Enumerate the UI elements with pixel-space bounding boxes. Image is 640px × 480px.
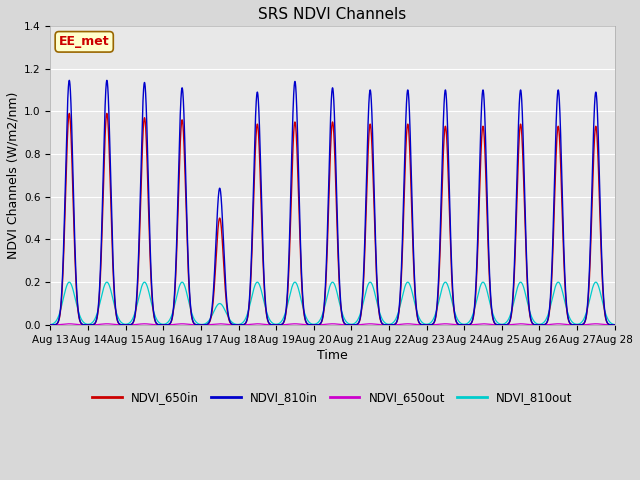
Text: EE_met: EE_met [59,36,109,48]
Legend: NDVI_650in, NDVI_810in, NDVI_650out, NDVI_810out: NDVI_650in, NDVI_810in, NDVI_650out, NDV… [88,386,577,408]
X-axis label: Time: Time [317,349,348,362]
Y-axis label: NDVI Channels (W/m2/nm): NDVI Channels (W/m2/nm) [7,92,20,259]
Title: SRS NDVI Channels: SRS NDVI Channels [259,7,406,22]
